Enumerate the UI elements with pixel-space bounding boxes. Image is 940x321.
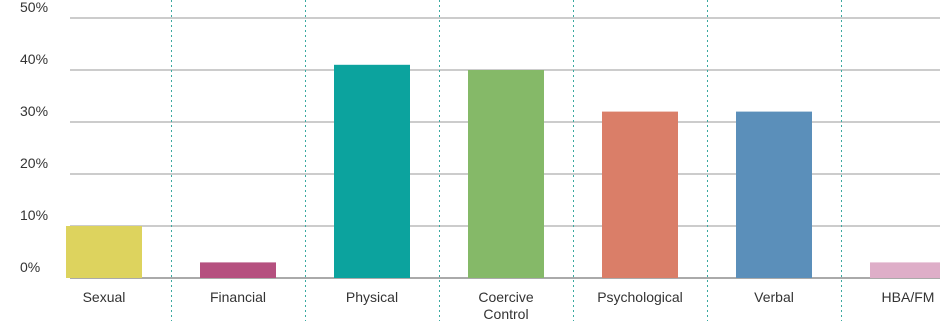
bar-psychological (602, 111, 678, 278)
x-tick-label: Coercive Control (478, 289, 533, 321)
x-tick-label: HBA/FM (882, 289, 935, 305)
y-tick-label: 40% (20, 51, 48, 67)
bars (66, 64, 940, 278)
x-tick-label: Psychological (597, 289, 683, 305)
y-tick-label: 20% (20, 155, 48, 171)
y-tick-label: 30% (20, 103, 48, 119)
bar-financial (200, 262, 276, 278)
x-tick-label: Verbal (754, 289, 794, 305)
x-tick-label: Financial (210, 289, 266, 305)
bar-hba-fm (870, 262, 940, 278)
bar-sexual (66, 226, 142, 278)
x-axis-labels: Sexual Financial Physical Coercive Control Ps… (83, 289, 935, 321)
bar-verbal (736, 111, 812, 278)
x-tick-label: Physical (346, 289, 398, 305)
y-tick-label: 0% (20, 259, 40, 275)
y-tick-label: 50% (20, 0, 48, 15)
bar-coercive-control (468, 70, 544, 278)
x-tick-label: Sexual (83, 289, 126, 305)
category-dividers (171, 0, 842, 321)
y-axis-ticks: 0% 10% 20% 30% 40% 50% (20, 0, 48, 275)
bar-physical (334, 64, 410, 278)
y-tick-label: 10% (20, 207, 48, 223)
